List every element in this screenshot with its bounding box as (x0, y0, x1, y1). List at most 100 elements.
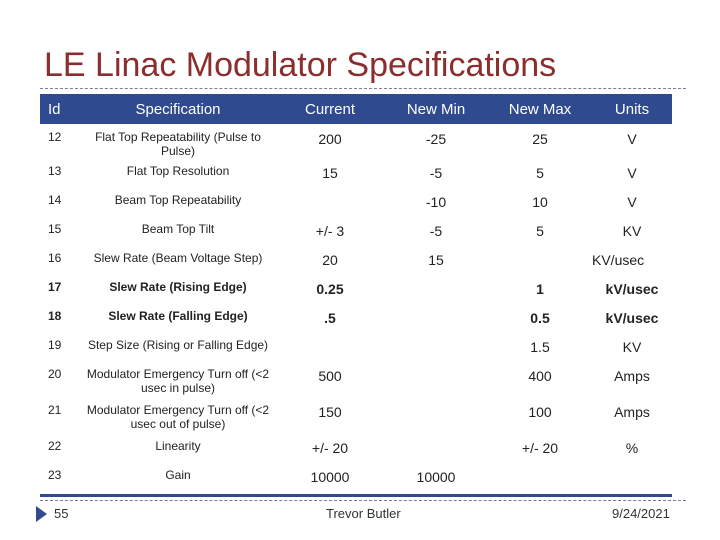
table-row: 13 Flat Top Resolution 15 -5 5 V (40, 158, 672, 187)
table-row: 21 Modulator Emergency Turn off (<2 usec… (40, 397, 672, 433)
cell-units: % (625, 440, 639, 456)
cell-current: 150 (318, 404, 342, 420)
cell-max: 100 (528, 404, 552, 420)
page-number: 55 (54, 506, 69, 521)
cell-units: kV/usec (605, 310, 659, 326)
cell-min (384, 433, 488, 462)
cell-id: 18 (48, 309, 62, 323)
slide-marker-arrow-icon (36, 506, 47, 522)
footer-date: 9/24/2021 (612, 506, 670, 521)
cell-id: 13 (48, 164, 62, 178)
cell-id: 19 (48, 338, 62, 352)
table-row: 12 Flat Top Repeatability (Pulse to Puls… (40, 124, 672, 158)
cell-max (488, 245, 592, 274)
header-current: Current (276, 94, 384, 124)
cell-spec: Beam Top Repeatability (114, 193, 242, 207)
table-row: 16 Slew Rate (Beam Voltage Step) 20 15 K… (40, 245, 672, 274)
cell-min: -5 (429, 223, 443, 239)
cell-id: 12 (48, 130, 62, 144)
cell-units: V (627, 165, 637, 181)
cell-spec: Gain (165, 468, 191, 482)
table-row: 20 Modulator Emergency Turn off (<2 usec… (40, 361, 672, 397)
table-header-row: Id Specification Current New Min New Max… (40, 94, 672, 124)
header-id: Id (40, 94, 80, 124)
cell-units: KV (622, 223, 642, 239)
cell-current: +/- 3 (315, 223, 345, 239)
cell-current: 15 (322, 165, 338, 181)
cell-max (488, 462, 592, 491)
cell-spec: Linearity (155, 439, 201, 453)
cell-max: 1 (536, 281, 544, 297)
cell-spec: Slew Rate (Falling Edge) (108, 309, 248, 323)
footer-author: Trevor Butler (326, 506, 401, 521)
header-units: Units (592, 94, 672, 124)
cell-min: -5 (429, 165, 443, 181)
cell-id: 15 (48, 222, 62, 236)
cell-spec: Modulator Emergency Turn off (<2 usec in… (86, 367, 270, 395)
cell-max: 0.5 (530, 310, 550, 326)
cell-units: Amps (614, 368, 650, 384)
cell-id: 21 (48, 403, 62, 417)
table-row: 18 Slew Rate (Falling Edge) .5 0.5 kV/us… (40, 303, 672, 332)
table-row: 22 Linearity +/- 20 +/- 20 % (40, 433, 672, 462)
cell-current (276, 332, 384, 361)
cell-min (384, 274, 488, 303)
cell-max: 400 (528, 368, 552, 384)
cell-id: 14 (48, 193, 62, 207)
cell-spec: Step Size (Rising or Falling Edge) (87, 338, 269, 352)
cell-current: .5 (324, 310, 336, 326)
cell-id: 17 (48, 280, 62, 294)
cell-spec: Beam Top Tilt (141, 222, 215, 236)
cell-id: 22 (48, 439, 62, 453)
table-row: 19 Step Size (Rising or Falling Edge) 1.… (40, 332, 672, 361)
cell-max: 5 (536, 223, 544, 239)
cell-current (276, 187, 384, 216)
header-new-max: New Max (488, 94, 592, 124)
table-row: 14 Beam Top Repeatability -10 10 V (40, 187, 672, 216)
cell-current: +/- 20 (311, 440, 349, 456)
cell-min: 10000 (416, 469, 456, 485)
cell-min (384, 397, 488, 433)
cell-max: +/- 20 (521, 440, 559, 456)
cell-units: KV/usec (592, 252, 645, 268)
header-specification: Specification (80, 94, 276, 124)
cell-current: 10000 (310, 469, 350, 485)
cell-spec: Modulator Emergency Turn off (<2 usec ou… (86, 403, 270, 431)
cell-current: 0.25 (316, 281, 344, 297)
spec-table: Id Specification Current New Min New Max… (40, 94, 672, 491)
cell-min (384, 361, 488, 397)
table-row: 17 Slew Rate (Rising Edge) 0.25 1 kV/use… (40, 274, 672, 303)
cell-current: 20 (322, 252, 338, 268)
footer-divider (40, 494, 672, 497)
cell-spec: Slew Rate (Rising Edge) (109, 280, 247, 294)
cell-units: V (627, 131, 637, 147)
cell-id: 16 (48, 251, 62, 265)
cell-current: 200 (318, 131, 342, 147)
cell-max: 10 (532, 194, 548, 210)
footer-dashed-divider (40, 500, 686, 501)
cell-units: V (627, 194, 637, 210)
cell-spec: Slew Rate (Beam Voltage Step) (93, 251, 263, 265)
title-divider (40, 88, 686, 89)
cell-min (384, 332, 488, 361)
header-new-min: New Min (384, 94, 488, 124)
cell-id: 23 (48, 468, 62, 482)
table-row: 15 Beam Top Tilt +/- 3 -5 5 KV (40, 216, 672, 245)
cell-units (592, 462, 672, 491)
cell-min: -10 (425, 194, 447, 210)
cell-max: 1.5 (530, 339, 550, 355)
table-row: 23 Gain 10000 10000 (40, 462, 672, 491)
cell-min: -25 (425, 131, 447, 147)
cell-spec: Flat Top Repeatability (Pulse to Pulse) (95, 130, 261, 158)
cell-max: 25 (532, 131, 548, 147)
cell-units: kV/usec (605, 281, 659, 297)
cell-current: 500 (318, 368, 342, 384)
cell-id: 20 (48, 367, 62, 381)
cell-min (384, 303, 488, 332)
cell-spec: Flat Top Resolution (126, 164, 230, 178)
cell-max: 5 (536, 165, 544, 181)
cell-units: KV (622, 339, 642, 355)
cell-units: Amps (614, 404, 650, 420)
slide-title: LE Linac Modulator Specifications (44, 46, 557, 84)
cell-min: 15 (428, 252, 444, 268)
